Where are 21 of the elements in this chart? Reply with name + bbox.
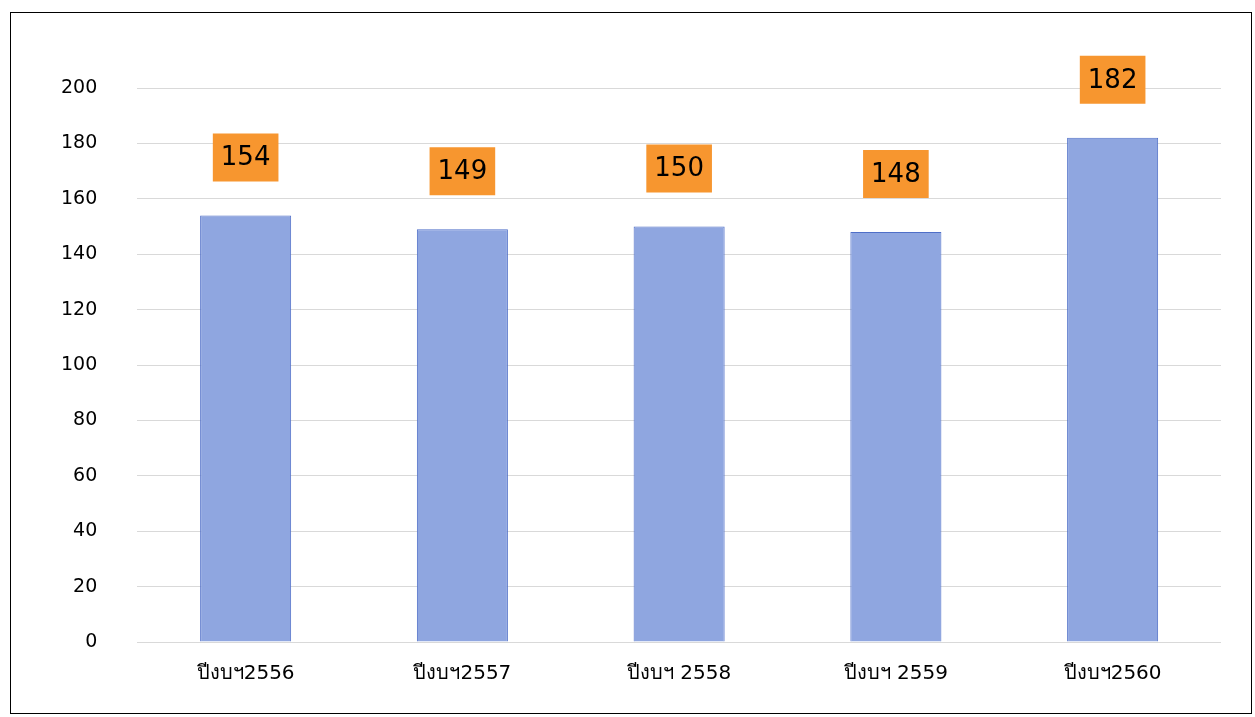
data-label: 149	[437, 155, 488, 186]
data-label: 148	[871, 157, 921, 188]
y-tick-label: 0	[85, 628, 98, 651]
y-tick-label: 40	[73, 518, 98, 541]
x-tick-label: ปีงบฯ2557	[413, 660, 512, 685]
y-tick-label: 100	[61, 351, 98, 374]
x-tick-label: ปีงบฯ2560	[1063, 660, 1162, 685]
y-tick-label: 180	[61, 130, 98, 153]
x-tick-label: ปีงบฯ2556	[196, 660, 295, 685]
data-label: 154	[220, 141, 271, 172]
x-tick-label: ปีงบฯ 2559	[843, 660, 949, 685]
y-tick-label: 20	[73, 573, 98, 596]
y-tick-label: 200	[61, 74, 98, 97]
y-tick-label: 140	[61, 241, 98, 264]
y-tick-label: 120	[61, 296, 98, 319]
y-tick-label: 80	[73, 407, 98, 430]
data-label: 182	[1087, 63, 1138, 94]
y-tick-label: 160	[61, 185, 98, 208]
data-label: 150	[654, 152, 704, 183]
x-tick-label: ปีงบฯ 2558	[627, 660, 732, 685]
y-tick-label: 60	[73, 462, 98, 485]
